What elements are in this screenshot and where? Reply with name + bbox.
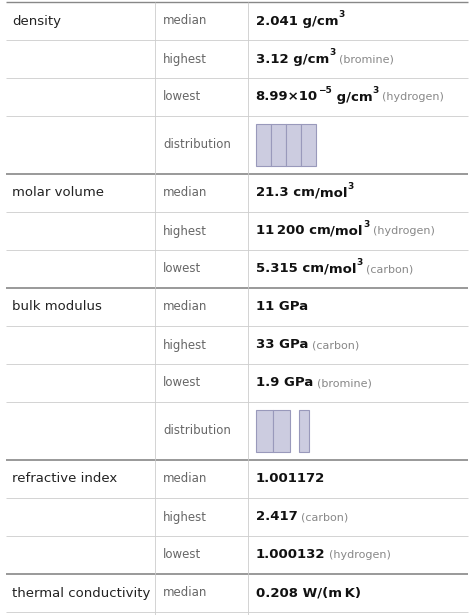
Text: lowest: lowest <box>164 549 201 561</box>
Text: 5.315 cm: 5.315 cm <box>256 263 324 276</box>
Text: lowest: lowest <box>164 376 201 389</box>
Text: 3: 3 <box>338 10 345 19</box>
Text: 21.3 cm: 21.3 cm <box>256 186 315 199</box>
Text: 11 GPa: 11 GPa <box>256 301 308 314</box>
Text: 3: 3 <box>347 182 353 191</box>
Text: 2.417: 2.417 <box>256 510 298 523</box>
Text: median: median <box>164 301 208 314</box>
Text: median: median <box>164 186 208 199</box>
Text: distribution: distribution <box>164 138 231 151</box>
Text: density: density <box>12 15 61 28</box>
Text: molar volume: molar volume <box>12 186 104 199</box>
Text: 2.041 g/cm: 2.041 g/cm <box>256 15 338 28</box>
Bar <box>271 124 286 166</box>
Bar <box>301 124 316 166</box>
Text: 3: 3 <box>372 86 379 95</box>
Bar <box>256 410 273 452</box>
Bar <box>256 124 271 166</box>
Text: (bromine): (bromine) <box>339 54 394 64</box>
Text: 3.12 g/cm: 3.12 g/cm <box>256 52 329 66</box>
Text: highest: highest <box>164 224 207 237</box>
Text: lowest: lowest <box>164 90 201 103</box>
Text: median: median <box>164 587 208 600</box>
Text: median: median <box>164 472 208 485</box>
Text: distribution: distribution <box>164 424 231 437</box>
Text: 1.9 GPa: 1.9 GPa <box>256 376 313 389</box>
Text: (carbon): (carbon) <box>366 264 414 274</box>
Text: highest: highest <box>164 510 207 523</box>
Text: 8.99×10: 8.99×10 <box>256 90 318 103</box>
Text: 1.000132: 1.000132 <box>256 549 325 561</box>
Text: (hydrogen): (hydrogen) <box>383 92 444 102</box>
Text: (hydrogen): (hydrogen) <box>373 226 435 236</box>
Text: −5: −5 <box>318 86 332 95</box>
Text: 1.001172: 1.001172 <box>256 472 325 485</box>
Bar <box>286 124 301 166</box>
Text: lowest: lowest <box>164 263 201 276</box>
Text: /mol: /mol <box>330 224 363 237</box>
Text: bulk modulus: bulk modulus <box>12 301 102 314</box>
Text: (carbon): (carbon) <box>312 340 359 350</box>
Text: 3: 3 <box>363 220 369 229</box>
Text: median: median <box>164 15 208 28</box>
Text: highest: highest <box>164 338 207 352</box>
Text: (bromine): (bromine) <box>317 378 372 388</box>
Text: highest: highest <box>164 52 207 66</box>
Text: (carbon): (carbon) <box>301 512 349 522</box>
Text: /mol: /mol <box>324 263 356 276</box>
Text: thermal conductivity: thermal conductivity <box>12 587 150 600</box>
Text: 0.208 W/(m K): 0.208 W/(m K) <box>256 587 361 600</box>
Text: 11 200 cm: 11 200 cm <box>256 224 330 237</box>
Text: 33 GPa: 33 GPa <box>256 338 308 352</box>
Text: 3: 3 <box>356 258 363 267</box>
Text: (hydrogen): (hydrogen) <box>329 550 391 560</box>
Bar <box>299 410 309 452</box>
Text: 3: 3 <box>329 48 335 57</box>
Text: g/cm: g/cm <box>332 90 372 103</box>
Text: /mol: /mol <box>315 186 347 199</box>
Bar <box>273 410 290 452</box>
Text: refractive index: refractive index <box>12 472 117 485</box>
